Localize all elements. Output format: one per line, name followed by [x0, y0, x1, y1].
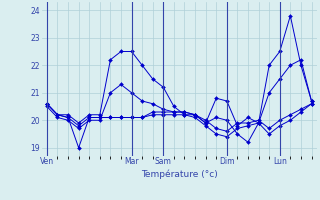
X-axis label: Température (°c): Température (°c) — [141, 169, 218, 179]
